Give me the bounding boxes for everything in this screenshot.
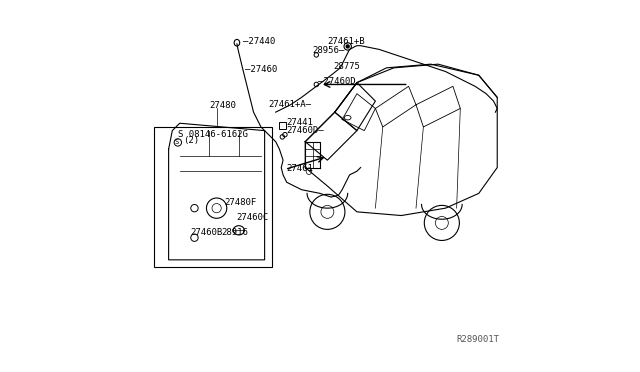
Text: 27460D—: 27460D— — [286, 126, 324, 135]
Text: 27461+B: 27461+B — [328, 37, 365, 46]
Text: S 08146-6162G: S 08146-6162G — [178, 130, 248, 139]
Text: 27460B: 27460B — [191, 228, 223, 237]
Text: R289001T: R289001T — [456, 335, 500, 344]
Bar — [154, 127, 272, 267]
Text: 27441: 27441 — [286, 118, 313, 127]
Text: S: S — [175, 140, 179, 145]
Text: 27461: 27461 — [286, 164, 313, 173]
Text: 27480F: 27480F — [224, 198, 256, 207]
Text: —27460: —27460 — [245, 65, 277, 74]
Text: 27461+A—: 27461+A— — [268, 100, 311, 109]
Text: 28775: 28775 — [333, 61, 360, 71]
Text: (2): (2) — [184, 137, 200, 145]
Text: 27480: 27480 — [209, 101, 236, 110]
Text: 28916: 28916 — [221, 228, 248, 237]
Text: 28956—: 28956— — [312, 46, 345, 55]
Text: 27460C: 27460C — [236, 213, 268, 222]
Text: —27440: —27440 — [243, 37, 275, 46]
Ellipse shape — [346, 45, 349, 48]
Text: —27460D: —27460D — [318, 77, 356, 86]
Bar — [280, 122, 286, 129]
